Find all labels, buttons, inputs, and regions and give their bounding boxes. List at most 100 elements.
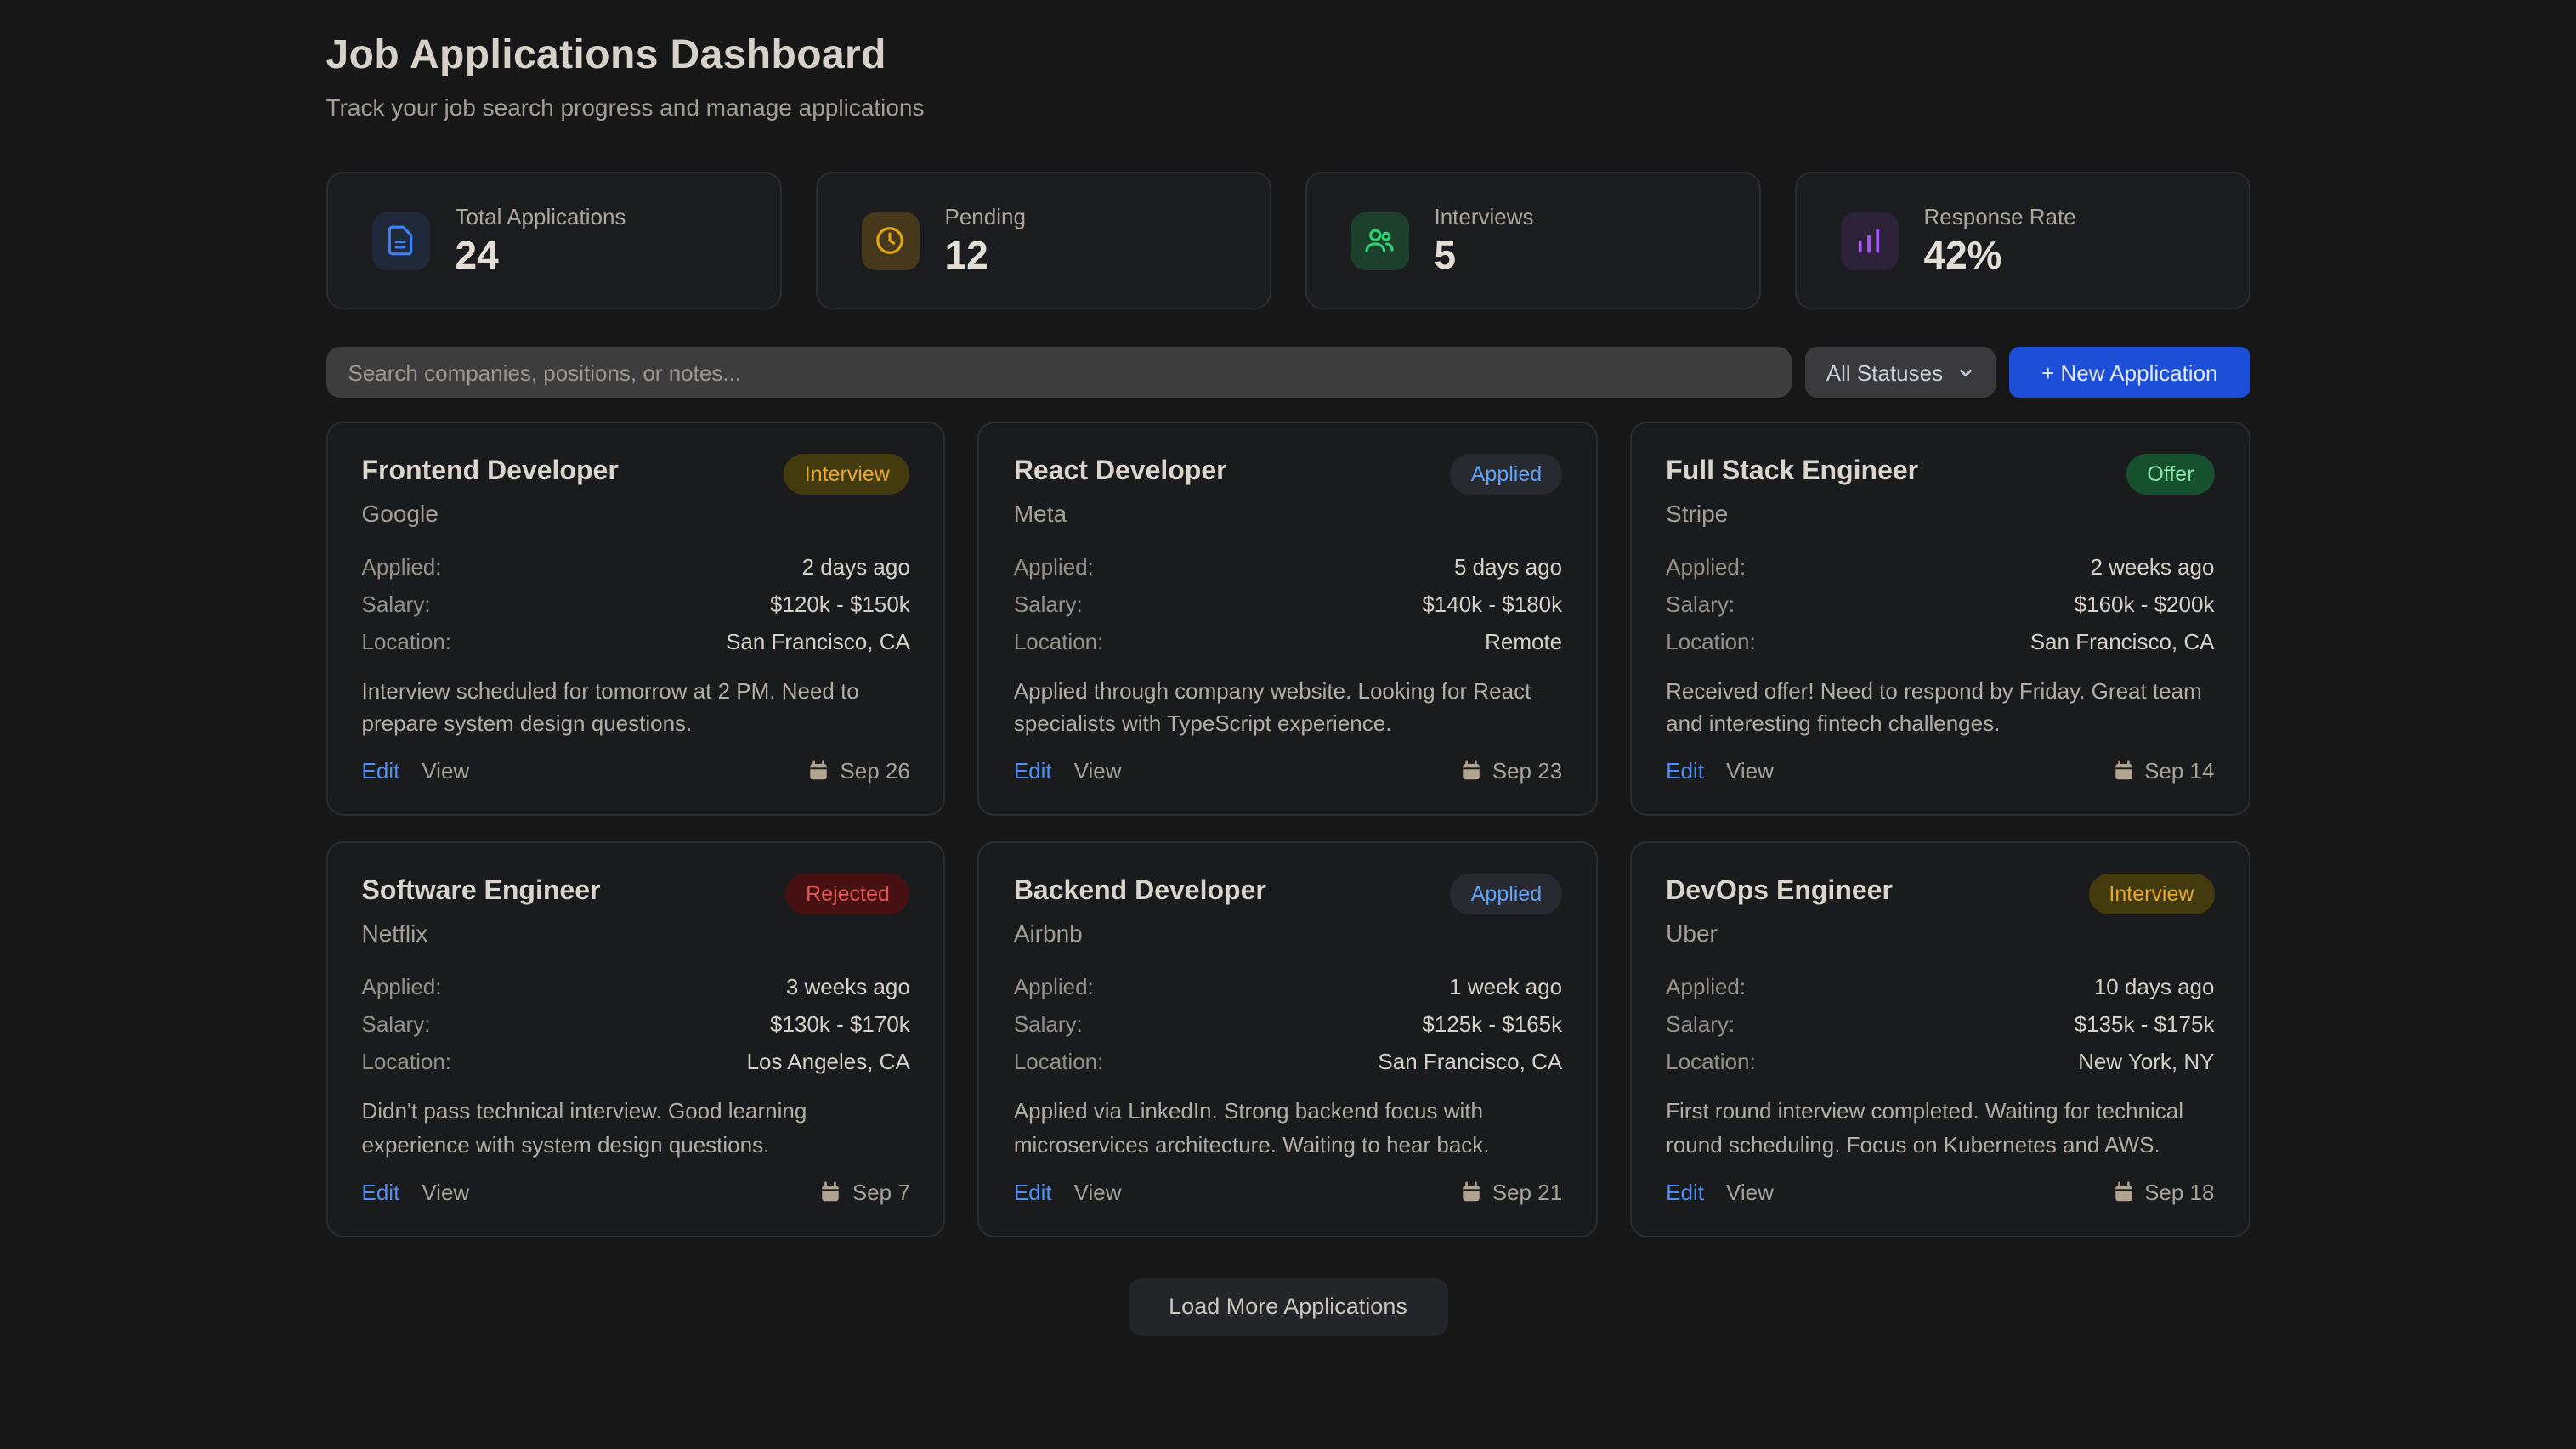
- application-card-devops-engineer: DevOps Engineer Uber Interview Applied: 1…: [1630, 841, 2250, 1237]
- application-card-backend-developer: Backend Developer Airbnb Applied Applied…: [977, 841, 1599, 1237]
- company-name: Uber: [1666, 920, 1718, 948]
- application-date: Sep 26: [840, 758, 910, 784]
- applied-label: Applied:: [1013, 974, 1094, 1000]
- edit-link[interactable]: Edit: [1013, 1179, 1052, 1205]
- company-name: Netflix: [361, 920, 428, 948]
- location-value: New York, NY: [2078, 1049, 2215, 1075]
- application-card-react-developer: React Developer Meta Applied Applied: 5 d…: [977, 422, 1599, 817]
- stat-card-total-applications: Total Applications 24: [326, 172, 782, 309]
- new-application-button[interactable]: + New Application: [2009, 347, 2250, 398]
- application-date: Sep 23: [1492, 758, 1563, 784]
- salary-label: Salary:: [1666, 591, 1735, 617]
- salary-value: $120k - $150k: [770, 591, 910, 617]
- status-badge: Applied: [1450, 454, 1563, 495]
- calendar-icon: [1460, 1181, 1482, 1203]
- position-title: Backend Developer: [1013, 877, 1266, 907]
- application-notes: Received offer! Need to respond by Frida…: [1666, 678, 2202, 737]
- view-link[interactable]: View: [422, 758, 470, 784]
- application-notes: Applied via LinkedIn. Strong backend foc…: [1013, 1098, 1490, 1158]
- salary-label: Salary:: [1013, 1011, 1083, 1038]
- location-label: Location:: [361, 1049, 452, 1075]
- application-card-full-stack-engineer: Full Stack Engineer Stripe Offer Applied…: [1630, 422, 2250, 817]
- stat-value: 42%: [1923, 232, 2002, 276]
- stat-card-response-rate: Response Rate 42%: [1794, 172, 2250, 309]
- stat-label: Response Rate: [1923, 203, 2076, 229]
- salary-label: Salary:: [361, 1011, 431, 1038]
- status-filter-dropdown[interactable]: All Statuses: [1805, 347, 1996, 398]
- applied-label: Applied:: [1666, 974, 1747, 1000]
- applied-value: 5 days ago: [1453, 554, 1563, 580]
- salary-label: Salary:: [361, 591, 431, 617]
- application-date: Sep 21: [1492, 1179, 1563, 1205]
- document-icon: [371, 212, 430, 269]
- position-title: React Developer: [1013, 457, 1227, 486]
- location-label: Location:: [1666, 629, 1756, 654]
- applied-value: 2 weeks ago: [2090, 554, 2215, 580]
- application-notes: Applied through company website. Looking…: [1013, 678, 1531, 737]
- chevron-down-icon: [1956, 363, 1975, 382]
- applied-label: Applied:: [361, 554, 442, 580]
- salary-value: $140k - $180k: [1422, 591, 1563, 617]
- applied-value: 2 days ago: [801, 554, 910, 580]
- location-label: Location:: [1013, 1049, 1104, 1075]
- applied-value: 10 days ago: [2093, 974, 2215, 1000]
- calendar-icon: [807, 761, 829, 783]
- location-label: Location:: [1013, 629, 1104, 654]
- status-badge: Interview: [784, 454, 910, 495]
- edit-link[interactable]: Edit: [1013, 758, 1052, 784]
- application-notes: First round interview completed. Waiting…: [1666, 1098, 2183, 1158]
- stat-card-interviews: Interviews 5: [1305, 172, 1761, 309]
- applied-label: Applied:: [361, 974, 442, 1000]
- view-link[interactable]: View: [1073, 1179, 1122, 1205]
- position-title: DevOps Engineer: [1666, 877, 1893, 907]
- search-input[interactable]: [326, 347, 1792, 398]
- edit-link[interactable]: Edit: [361, 1179, 400, 1205]
- status-badge: Rejected: [785, 874, 910, 915]
- stat-label: Total Applications: [455, 203, 626, 229]
- applied-value: 1 week ago: [1449, 974, 1563, 1000]
- view-link[interactable]: View: [1725, 1179, 1774, 1205]
- position-title: Full Stack Engineer: [1666, 457, 1919, 486]
- position-title: Frontend Developer: [361, 457, 619, 486]
- salary-value: $160k - $200k: [2074, 591, 2215, 617]
- view-link[interactable]: View: [1073, 758, 1122, 784]
- calendar-icon: [1460, 761, 1482, 783]
- stat-card-pending: Pending 12: [815, 172, 1271, 309]
- company-name: Meta: [1013, 500, 1067, 527]
- load-more-button[interactable]: Load More Applications: [1128, 1277, 1448, 1336]
- salary-label: Salary:: [1666, 1011, 1735, 1038]
- view-link[interactable]: View: [1725, 758, 1774, 784]
- location-value: Remote: [1485, 629, 1563, 654]
- status-badge: Applied: [1450, 874, 1563, 915]
- stat-value: 5: [1434, 232, 1457, 276]
- application-notes: Didn't pass technical interview. Good le…: [361, 1098, 807, 1158]
- bar-chart-icon: [1840, 212, 1899, 269]
- applied-value: 3 weeks ago: [785, 974, 910, 1000]
- applications-grid: Frontend Developer Google Interview Appl…: [326, 422, 2250, 1237]
- edit-link[interactable]: Edit: [361, 758, 400, 784]
- calendar-icon: [2112, 761, 2134, 783]
- salary-value: $135k - $175k: [2074, 1011, 2215, 1038]
- calendar-icon: [2112, 1181, 2134, 1203]
- clock-icon: [861, 212, 920, 269]
- status-badge: Offer: [2126, 454, 2215, 495]
- application-date: Sep 7: [852, 1179, 910, 1205]
- applied-label: Applied:: [1013, 554, 1094, 580]
- salary-value: $130k - $170k: [770, 1011, 910, 1038]
- calendar-icon: [820, 1181, 842, 1203]
- location-value: San Francisco, CA: [1378, 1049, 1563, 1075]
- application-notes: Interview scheduled for tomorrow at 2 PM…: [361, 678, 859, 737]
- stat-value: 12: [944, 232, 988, 276]
- position-title: Software Engineer: [361, 877, 601, 907]
- applied-label: Applied:: [1666, 554, 1747, 580]
- stat-label: Interviews: [1434, 203, 1534, 229]
- company-name: Stripe: [1666, 500, 1729, 527]
- stat-label: Pending: [944, 203, 1026, 229]
- edit-link[interactable]: Edit: [1666, 758, 1704, 784]
- edit-link[interactable]: Edit: [1666, 1179, 1704, 1205]
- application-date: Sep 14: [2144, 758, 2215, 784]
- stat-value: 24: [455, 232, 499, 276]
- status-filter-value: All Statuses: [1826, 359, 1944, 385]
- view-link[interactable]: View: [422, 1179, 470, 1205]
- people-icon: [1350, 212, 1409, 269]
